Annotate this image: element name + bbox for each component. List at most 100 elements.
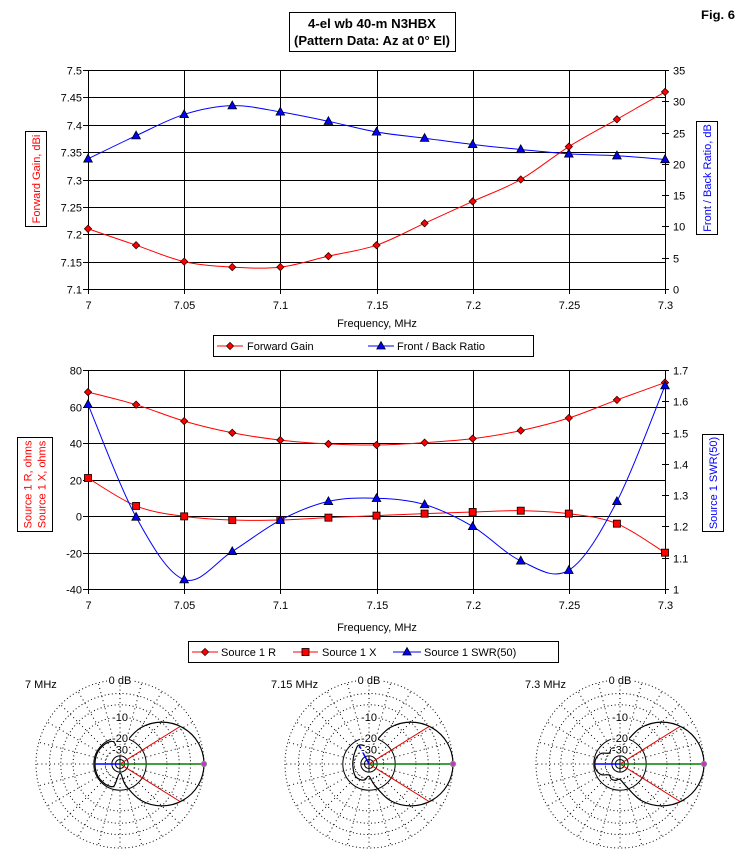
ring-label: -20 — [612, 733, 628, 745]
data-point — [468, 197, 477, 206]
chart-title-line-1: 4-el wb 40-m N3HBX — [308, 16, 436, 31]
data-point — [661, 548, 669, 557]
y-tick-label: 7.45 — [61, 93, 82, 105]
ring-label: -10 — [361, 712, 377, 724]
square-marker-icon — [301, 648, 310, 656]
legend-item-forward-gain: Forward Gain — [217, 341, 314, 353]
radial-gridline — [296, 721, 357, 758]
half-power-line — [619, 763, 681, 802]
source-impedance-swr-chart: 80 60 40 20 0 -20 -407 7.05 7.1 7.15 7.2 7.25 7.3 1.7… — [17, 366, 724, 663]
ring-label: -30 — [112, 744, 128, 756]
legend-item-front-back-ratio: Front / Back Ratio — [368, 340, 485, 353]
y-tick-label: 7.5 — [67, 66, 82, 78]
radial-gridline — [129, 773, 180, 824]
y2-tick-label: 30 — [673, 97, 685, 109]
y2-tick-label: 1.7 — [673, 366, 688, 378]
polar-plot-7-15mhz: 0 dB -10 -20-30 7.15 MHz — [271, 674, 457, 849]
max-gain-marker — [700, 760, 708, 768]
max-gain-marker — [449, 760, 457, 768]
series-front-back-ratio — [83, 100, 670, 164]
y2-axis-title: Source 1 SWR(50) — [708, 437, 720, 529]
y2-tick-label: 1.5 — [673, 429, 688, 441]
plot-area: 80 60 40 20 0 -20 -407 7.05 7.1 7.15 7.2 7.25 7.3 1.7… — [66, 366, 688, 613]
y-tick-label: 7.2 — [67, 230, 82, 242]
y2-axis-title-box — [696, 121, 718, 235]
legend-item-source-1-x: Source 1 X — [293, 647, 377, 659]
y-tick-label: 60 — [70, 403, 82, 415]
x-tick-label: 7.2 — [466, 600, 481, 612]
radial-gridline — [629, 704, 680, 755]
ring-label: 0 dB — [609, 675, 632, 687]
radial-gridline — [560, 704, 611, 755]
y-tick-label: 7.4 — [67, 121, 82, 133]
y2-tick-label: 25 — [673, 129, 685, 141]
data-point — [516, 426, 525, 435]
y-tick-label: 7.35 — [61, 148, 82, 160]
x-tick-label: 7.25 — [559, 600, 580, 612]
radial-gridline — [129, 704, 180, 755]
data-point — [611, 495, 622, 506]
x-tick-label: 7.1 — [273, 600, 288, 612]
y2-tick-label: 1.1 — [673, 554, 688, 566]
x-tick-label: 7.3 — [658, 300, 673, 312]
radial-gridline — [623, 777, 643, 846]
series-source-1-x — [84, 474, 669, 557]
legend-label: Source 1 X — [322, 647, 377, 659]
ring-label: -20 — [112, 733, 128, 745]
data-point — [660, 154, 670, 164]
y2-tick-label: 15 — [673, 191, 685, 203]
y2-tick-label: 1 — [673, 585, 679, 597]
radiation-pattern — [352, 721, 454, 807]
polar-canvas: 0 dB -10 -20-30 — [35, 674, 208, 849]
radial-gridline — [326, 691, 363, 752]
radiation-pattern — [594, 721, 705, 807]
title-box — [289, 12, 456, 52]
figure-label: Fig. 6 — [701, 8, 735, 22]
data-point — [660, 380, 670, 390]
y2-tick-label: 20 — [673, 160, 685, 172]
x-tick-label: 7.25 — [559, 300, 580, 312]
radial-gridline — [547, 721, 608, 758]
x-tick-label: 7.3 — [658, 600, 673, 612]
y-tick-label: -40 — [66, 585, 82, 597]
y-axis-title: Forward Gain, dBi — [31, 135, 43, 224]
ring-label: 0 dB — [109, 675, 132, 687]
polar-plot-7-3mhz: 0 dB -10 -20-30 7.3 MHz — [525, 674, 708, 849]
radial-gridline — [287, 767, 356, 787]
radial-gridline — [375, 691, 412, 752]
y-tick-label: -20 — [66, 549, 82, 561]
data-point — [516, 506, 525, 515]
data-point — [468, 434, 477, 443]
plot-border — [88, 70, 666, 290]
data-point — [372, 440, 381, 450]
data-point — [131, 241, 141, 250]
y-tick-label: 7.3 — [67, 176, 82, 188]
data-point — [228, 428, 237, 437]
data-point — [420, 438, 429, 447]
radial-gridline — [633, 767, 702, 787]
x-tick-label: 7.1 — [273, 300, 288, 312]
data-point — [372, 241, 381, 250]
legend-label: Source 1 SWR(50) — [424, 647, 516, 659]
data-point — [660, 87, 670, 97]
y-tick-label: 7.25 — [61, 203, 82, 215]
radial-gridline — [326, 776, 363, 837]
legend-item-source-1-r: Source 1 R — [192, 647, 276, 659]
data-point — [276, 435, 285, 445]
data-point — [564, 509, 573, 518]
data-point — [179, 574, 190, 584]
data-point — [275, 514, 286, 524]
data-point — [179, 108, 190, 119]
x-tick-label: 7 — [85, 600, 91, 612]
legend-box — [188, 641, 559, 663]
data-point — [227, 546, 238, 556]
data-point — [515, 144, 526, 154]
data-point — [83, 398, 93, 409]
half-power-line — [619, 726, 681, 765]
data-point — [131, 130, 142, 140]
radial-gridline — [560, 773, 611, 824]
gridlines — [88, 370, 666, 590]
x-axis-title: Frequency, MHz — [337, 318, 417, 330]
figure-header: 4-el wb 40-m N3HBX (Pattern Data: Az at … — [289, 8, 735, 52]
half-power-line — [368, 763, 430, 802]
